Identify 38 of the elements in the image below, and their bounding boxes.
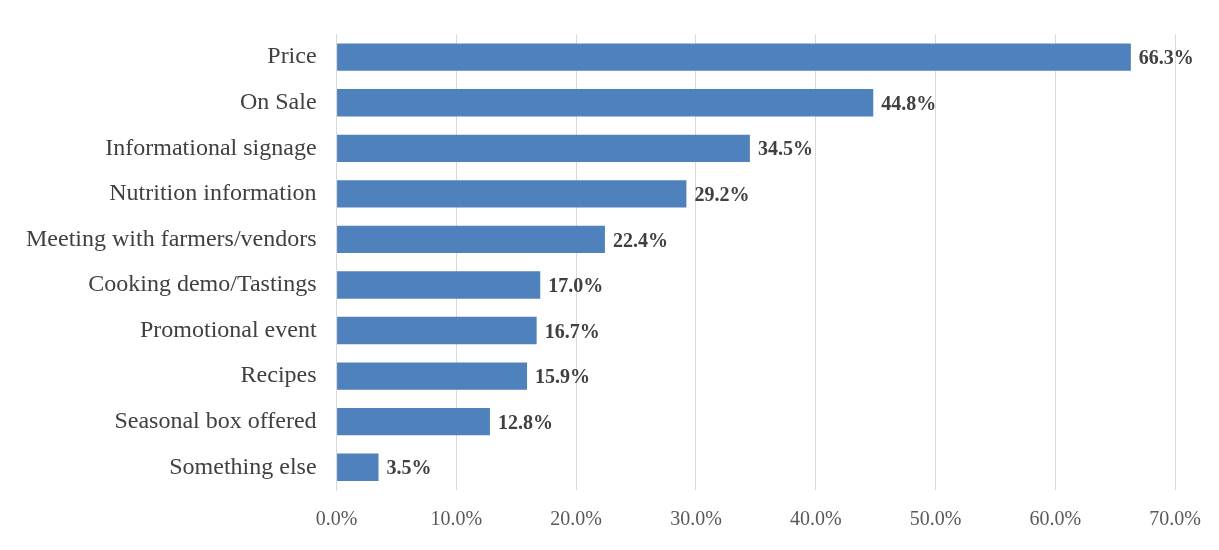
y-tick-label: Price: [267, 42, 317, 69]
bar: [337, 89, 874, 117]
bar: [337, 453, 379, 481]
data-label: 15.9%: [535, 365, 591, 388]
bar: [337, 316, 537, 345]
y-tick-label: Cooking demo/Tastings: [88, 270, 317, 297]
data-label: 16.7%: [544, 319, 600, 342]
bar: [337, 225, 605, 254]
x-tick-label: 10.0%: [430, 507, 483, 530]
x-tick-label: 70.0%: [1149, 507, 1202, 530]
y-tick-label: Seasonal box offered: [114, 406, 317, 433]
data-label: 17.0%: [548, 274, 604, 297]
x-tick-label: 40.0%: [789, 507, 842, 530]
data-label: 12.8%: [497, 410, 553, 433]
y-tick-label: Recipes: [240, 361, 317, 388]
y-tick-label: On Sale: [239, 88, 317, 115]
x-tick-label: 20.0%: [550, 507, 603, 530]
y-tick-label: Something else: [169, 452, 317, 479]
data-label: 3.5%: [386, 456, 432, 479]
bar: [337, 407, 490, 436]
data-label: 66.3%: [1138, 46, 1194, 69]
bar: [337, 43, 1131, 71]
bar: [337, 362, 528, 390]
y-tick-label: Meeting with farmers/vendors: [26, 224, 317, 251]
data-label: 22.4%: [612, 228, 668, 251]
y-tick-label: Nutrition information: [109, 179, 317, 206]
data-label: 29.2%: [694, 183, 750, 206]
x-tick-label: 0.0%: [315, 507, 358, 530]
x-tick-label: 30.0%: [670, 507, 722, 530]
bar: [337, 271, 541, 299]
bar: [337, 180, 687, 208]
y-tick-label: Informational signage: [105, 133, 317, 160]
y-tick-label: Promotional event: [139, 315, 317, 342]
data-label: 34.5%: [757, 137, 813, 160]
bar: [337, 134, 750, 162]
x-tick-label: 50.0%: [909, 507, 962, 530]
x-tick-label: 60.0%: [1029, 507, 1082, 530]
data-label: 44.8%: [881, 91, 937, 114]
